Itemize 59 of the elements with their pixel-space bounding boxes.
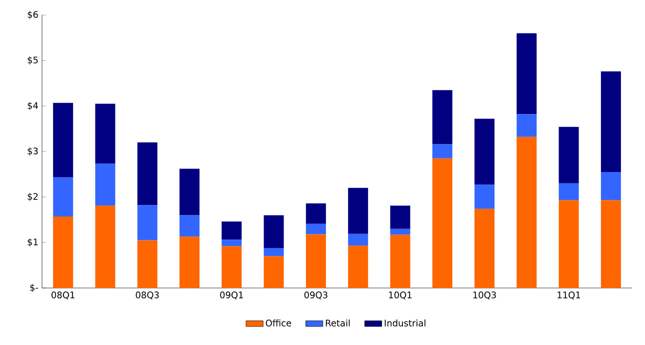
bar	[306, 203, 326, 224]
bar	[474, 208, 494, 288]
bar	[516, 114, 537, 137]
x-tick-label: 08Q3	[136, 292, 159, 300]
bar	[516, 33, 537, 114]
bar	[306, 224, 326, 234]
bar	[348, 234, 368, 246]
x-tick-label: 10Q3	[473, 292, 496, 300]
y-tick-label: $1	[28, 238, 38, 247]
bar	[53, 177, 74, 217]
bar	[474, 118, 494, 185]
y-tick-label: $6	[28, 10, 38, 20]
bar	[474, 184, 494, 209]
bar	[264, 248, 284, 256]
y-tick-label: $4	[28, 102, 38, 110]
bar	[348, 188, 368, 234]
x-tick-label: 11Q1	[558, 292, 580, 300]
bar	[348, 246, 368, 288]
bar	[264, 215, 284, 248]
bar	[600, 200, 621, 288]
bar	[264, 256, 284, 288]
bar	[222, 240, 242, 246]
bar	[95, 206, 116, 288]
bar	[222, 222, 242, 240]
bar	[180, 168, 200, 216]
x-tick-label: 09Q3	[304, 292, 328, 300]
bar	[95, 104, 116, 164]
bar	[180, 215, 200, 237]
x-tick-label: 09Q1	[220, 292, 243, 300]
y-tick-label: $-	[30, 284, 38, 292]
bar	[306, 234, 326, 288]
bar	[390, 206, 410, 229]
y-tick-label: $5	[28, 56, 38, 65]
bar	[432, 144, 452, 158]
x-tick-label: 10Q1	[389, 292, 412, 300]
bar	[516, 136, 537, 288]
bar	[432, 158, 452, 288]
bar	[95, 164, 116, 206]
legend-label: Retail	[326, 319, 350, 326]
x-tick-label: 08Q1	[52, 292, 74, 300]
bar	[137, 240, 158, 288]
bar	[558, 183, 579, 200]
bar	[600, 172, 621, 200]
legend-label: Industrial	[384, 319, 426, 326]
bar	[137, 205, 158, 240]
bar	[390, 228, 410, 235]
legend-label: Office	[266, 319, 292, 326]
bar	[53, 216, 74, 288]
bar	[432, 90, 452, 144]
bar	[390, 234, 410, 288]
bar	[558, 200, 579, 288]
bar	[53, 102, 74, 178]
bar	[222, 246, 242, 288]
bar	[558, 126, 579, 184]
y-tick-label: $3	[28, 147, 38, 156]
bar	[137, 142, 158, 206]
y-tick-label: $2	[28, 192, 38, 202]
bar	[600, 71, 621, 172]
bar	[180, 236, 200, 288]
